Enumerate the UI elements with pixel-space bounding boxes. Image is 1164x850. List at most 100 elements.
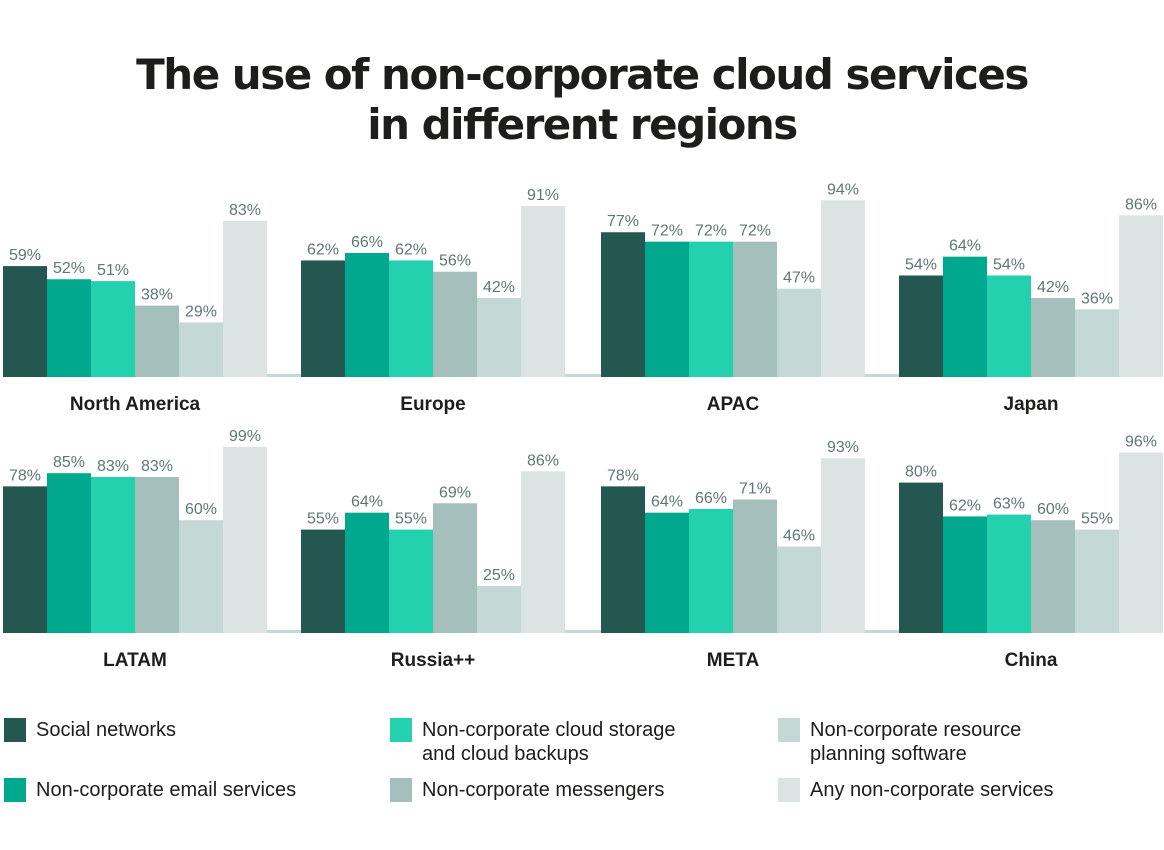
value-label-russiaplusplus-5: 25%: [483, 567, 515, 584]
value-label-japan-4: 42%: [1037, 279, 1069, 296]
bar-latam-4: [135, 476, 179, 633]
value-label-japan-2: 64%: [949, 238, 981, 255]
baseline-segment: [267, 630, 301, 633]
bar-north-america-1: [3, 266, 47, 377]
chart-title: The use of non-corporate cloud services …: [0, 50, 1164, 150]
region-group-apac: 77% 72% 72% 72% 47% 94% APAC: [601, 181, 865, 415]
value-label-russiaplusplus-6: 86%: [527, 452, 559, 469]
bar-meta-2: [645, 512, 689, 633]
region-group-china: 80% 62% 63% 60% 55% 96% China: [899, 434, 1163, 671]
bar-china-4: [1031, 520, 1075, 633]
region-label-europe: Europe: [400, 394, 465, 415]
region-label-russiaplusplus: Russia++: [391, 650, 476, 671]
value-label-north-america-1: 59%: [9, 247, 41, 264]
baseline-segment: [865, 374, 899, 377]
value-label-apac-5: 47%: [783, 270, 815, 287]
value-label-china-3: 63%: [993, 496, 1025, 513]
value-label-latam-1: 78%: [9, 467, 41, 484]
region-label-china: China: [1005, 650, 1058, 671]
bar-china-6: [1119, 452, 1163, 633]
bar-europe-1: [301, 260, 345, 377]
region-label-latam: LATAM: [103, 650, 167, 671]
value-label-russiaplusplus-1: 55%: [307, 511, 339, 528]
value-label-meta-3: 66%: [695, 490, 727, 507]
value-label-latam-6: 99%: [229, 428, 261, 445]
legend-item-resource-planning: Non-corporate resource planning software: [778, 718, 1021, 766]
bar-china-1: [899, 482, 943, 633]
bar-meta-5: [777, 546, 821, 633]
value-label-europe-5: 42%: [483, 279, 515, 296]
value-label-latam-2: 85%: [53, 454, 85, 471]
value-label-china-1: 80%: [905, 464, 937, 481]
bar-japan-6: [1119, 215, 1163, 377]
value-label-apac-2: 72%: [651, 223, 683, 240]
chart-title-line-1: The use of non-corporate cloud services: [136, 50, 1029, 99]
value-label-meta-2: 64%: [651, 494, 683, 511]
bar-japan-5: [1075, 309, 1119, 377]
value-label-latam-5: 60%: [185, 501, 217, 518]
bar-latam-6: [223, 446, 267, 633]
legend-label-messengers: Non-corporate messengers: [422, 779, 665, 801]
bar-latam-5: [179, 520, 223, 633]
bar-china-3: [987, 514, 1031, 633]
region-group-latam: 78% 85% 83% 83% 60% 99% LATAM: [3, 428, 267, 671]
bar-japan-3: [987, 275, 1031, 377]
bar-europe-4: [433, 271, 477, 377]
value-label-apac-6: 94%: [827, 181, 859, 198]
bar-meta-3: [689, 508, 733, 633]
baseline-segment: [267, 374, 301, 377]
bar-europe-2: [345, 252, 389, 377]
bar-russiaplusplus-1: [301, 529, 345, 633]
legend-swatch-cloud-storage: [390, 718, 412, 742]
chart-title-line-2: in different regions: [367, 100, 798, 149]
value-label-china-6: 96%: [1125, 434, 1157, 451]
value-label-apac-1: 77%: [607, 213, 639, 230]
bar-apac-5: [777, 288, 821, 377]
value-label-meta-5: 46%: [783, 528, 815, 545]
legend-swatch-social-networks: [4, 718, 26, 742]
region-group-japan: 54% 64% 54% 42% 36% 86% Japan: [899, 196, 1163, 415]
bar-russiaplusplus-5: [477, 586, 521, 633]
bar-russiaplusplus-2: [345, 512, 389, 633]
bar-europe-5: [477, 298, 521, 377]
value-label-north-america-3: 51%: [97, 262, 129, 279]
value-label-europe-6: 91%: [527, 187, 559, 204]
value-label-europe-4: 56%: [439, 253, 471, 270]
bar-europe-6: [521, 205, 565, 377]
value-label-russiaplusplus-2: 64%: [351, 494, 383, 511]
value-label-europe-1: 62%: [307, 241, 339, 258]
value-label-north-america-2: 52%: [53, 260, 85, 277]
bar-north-america-5: [179, 322, 223, 377]
bar-north-america-6: [223, 220, 267, 377]
value-label-japan-6: 86%: [1125, 196, 1157, 213]
bar-europe-3: [389, 260, 433, 377]
value-label-europe-2: 66%: [351, 234, 383, 251]
baseline-segment: [865, 630, 899, 633]
legend-item-social-networks: Social networks: [4, 718, 176, 742]
legend-label-any-services: Any non-corporate services: [810, 779, 1054, 801]
value-label-europe-3: 62%: [395, 241, 427, 258]
value-label-apac-4: 72%: [739, 223, 771, 240]
bar-apac-1: [601, 232, 645, 377]
bar-apac-2: [645, 241, 689, 377]
value-label-japan-3: 54%: [993, 256, 1025, 273]
bar-north-america-2: [47, 279, 91, 377]
bar-russiaplusplus-3: [389, 529, 433, 633]
value-label-meta-1: 78%: [607, 467, 639, 484]
value-label-russiaplusplus-4: 69%: [439, 484, 471, 501]
bar-meta-4: [733, 499, 777, 633]
bar-japan-4: [1031, 298, 1075, 377]
value-label-apac-3: 72%: [695, 223, 727, 240]
value-label-north-america-6: 83%: [229, 202, 261, 219]
value-label-latam-3: 83%: [97, 458, 129, 475]
legend-swatch-messengers: [390, 778, 412, 802]
bar-china-2: [943, 516, 987, 633]
legend-item-cloud-storage: Non-corporate cloud storage and cloud ba…: [390, 718, 675, 766]
baseline-segment: [565, 374, 601, 377]
bar-latam-1: [3, 486, 47, 633]
value-label-meta-6: 93%: [827, 439, 859, 456]
legend-label-email-services: Non-corporate email services: [36, 779, 297, 801]
bar-apac-6: [821, 200, 865, 377]
legend-label-cloud-storage: Non-corporate cloud storage and cloud ba…: [422, 719, 676, 765]
